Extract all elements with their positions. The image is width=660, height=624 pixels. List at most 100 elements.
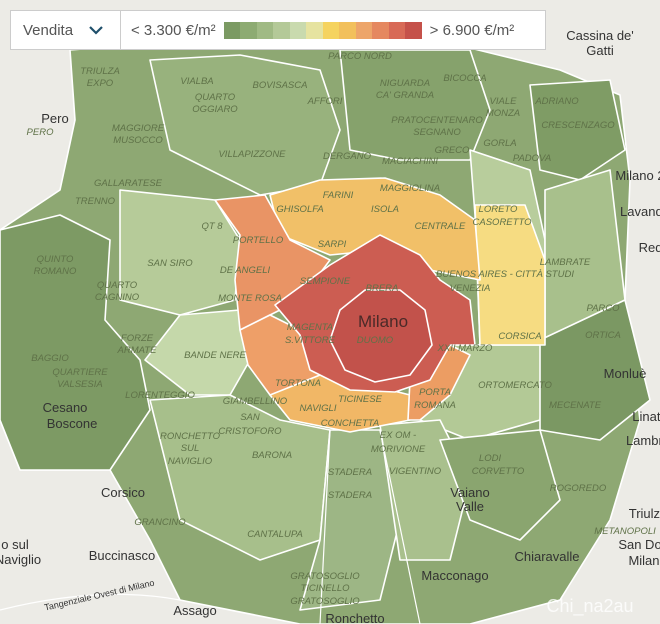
zone-label: BUENOS AIRES - CITTÀ STUDI	[436, 269, 574, 280]
zone-label: BANDE NERE	[184, 350, 246, 361]
zone-label: CASORETTO	[473, 217, 533, 228]
zone-label: GRANCINO	[134, 517, 186, 528]
zone-label: EX OM -	[380, 430, 416, 441]
zone-label: PADOVA	[513, 153, 551, 164]
place-label: Naviglio	[0, 552, 41, 567]
zone	[0, 214, 151, 471]
watermark: Chi_na2au	[546, 596, 633, 617]
zone	[269, 177, 481, 281]
zone-label: EXPO	[87, 78, 114, 89]
zone-label: MONTE ROSA	[218, 293, 282, 304]
place-label: Chiaravalle	[514, 549, 579, 564]
zone-label: NIGUARDA	[380, 78, 430, 89]
legend-swatch	[339, 21, 356, 39]
legend-swatch	[372, 21, 389, 39]
zone-label: PARCO NORD	[328, 51, 392, 62]
place-label: Milan	[628, 553, 659, 568]
legend-swatch	[322, 21, 340, 39]
zone-label: QUARTO	[195, 92, 236, 103]
legend-swatch	[273, 21, 290, 39]
zone-label: VIALBA	[180, 76, 213, 87]
zone-label: ROMANA	[414, 400, 456, 411]
place-label: Pero	[41, 111, 68, 126]
legend-swatch	[388, 21, 406, 39]
legend-swatch	[256, 21, 274, 39]
zone-label: BARONA	[252, 450, 292, 461]
zone	[539, 299, 651, 441]
zone-label: XXII MARZO	[437, 343, 494, 354]
zone-label: PARCO	[586, 303, 620, 314]
zone-label: GRECO	[435, 145, 470, 156]
legend-swatch	[289, 21, 307, 39]
zone-label: QUINTO	[37, 254, 74, 265]
legend-max: > 6.900 €/m²	[429, 21, 515, 39]
zone-label: MACIACHINI	[382, 156, 438, 167]
place-label: Monluè	[604, 366, 647, 381]
zone-label: PRATOCENTENARO	[391, 115, 483, 126]
zone-label: QT 8	[201, 221, 223, 232]
zone-label: SEMPIONE	[300, 276, 351, 287]
place-label: Redi	[639, 240, 660, 255]
zone-label: LORETO	[479, 204, 519, 215]
zone-label: TRENNO	[75, 196, 116, 207]
place-label: Milano 2	[615, 168, 660, 183]
zone-label: CANTALUPA	[247, 529, 303, 540]
legend-swatches	[223, 21, 422, 39]
roads	[0, 429, 421, 624]
mode-label: Vendita	[23, 21, 74, 39]
place-labels: Pero Milano Cassina de' Gatti Milano 2 L…	[0, 28, 660, 624]
place-label: Buccinasco	[89, 548, 155, 563]
zone-label: GALLARATESE	[94, 178, 163, 189]
zone-label: PORTELLO	[233, 235, 284, 246]
legend-swatch	[240, 21, 257, 39]
zone-label: SEGNANO	[413, 127, 461, 138]
zone-label: ORTICA	[585, 330, 621, 341]
zone-label: VENEZIA	[450, 283, 491, 294]
place-label: Cesano	[43, 400, 88, 415]
zone-label: PORTA	[419, 387, 451, 398]
chevron-icon	[89, 25, 103, 35]
zone-label: S.VITTORE	[285, 335, 336, 346]
zones	[0, 39, 651, 624]
place-label: Lambro	[626, 433, 660, 448]
zone-label: CRESCENZAGO	[541, 120, 615, 131]
place-label: Assago	[173, 603, 216, 618]
zone-label: CAGNINO	[95, 292, 140, 303]
zone-label: NAVIGLI	[300, 403, 337, 414]
zone-label: GORLA	[483, 138, 516, 149]
zone-label: ARMATE	[117, 345, 158, 356]
zone-label: QUARTO	[97, 280, 138, 291]
zone-label: MAGGIOLINA	[380, 183, 440, 194]
zone-label: RONCHETTO	[160, 431, 221, 442]
zone-label: STADERA	[328, 490, 372, 501]
zone-label: QUARTIERE	[52, 367, 108, 378]
road	[319, 429, 421, 624]
place-label: Vaiano	[450, 485, 490, 500]
legend-swatch	[223, 21, 241, 39]
mode-dropdown[interactable]: Vendita	[11, 11, 121, 49]
zone-label: VALSESIA	[57, 379, 102, 390]
zone-label: LORENTEGGIO	[125, 390, 195, 401]
zone-label: MORIVIONE	[371, 444, 426, 455]
zone	[439, 429, 561, 541]
zone	[329, 289, 433, 383]
place-label: Cassina de'	[566, 28, 634, 43]
zone-label: LODI	[479, 453, 502, 464]
zone-label: BRERA	[366, 283, 399, 294]
zone	[529, 79, 626, 181]
place-label: Boscone	[47, 416, 98, 431]
zone-label: DE ANGELI	[220, 265, 271, 276]
place-label: Ronchetto	[325, 611, 384, 624]
place-label: San Do	[618, 537, 660, 552]
zone-label: CONCHETTA	[321, 418, 379, 429]
place-label: Lavande	[620, 204, 660, 219]
zone-label: MAGGIORE	[112, 123, 165, 134]
legend-swatch	[306, 21, 323, 39]
zone-label: TICINELLO	[300, 583, 350, 594]
zone-label: DUOMO	[357, 335, 394, 346]
place-label: Gatti	[586, 43, 614, 58]
legend-min: < 3.300 €/m²	[131, 21, 216, 39]
chevron	[89, 25, 103, 35]
place-label: Triulzo	[629, 506, 660, 521]
